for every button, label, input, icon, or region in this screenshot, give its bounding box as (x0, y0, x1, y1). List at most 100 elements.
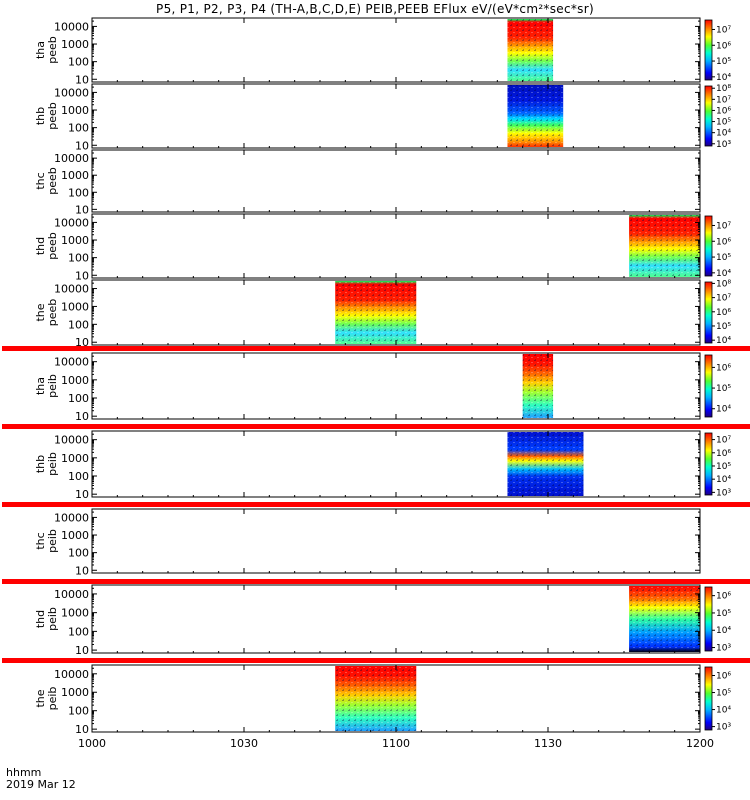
y-tick-label: 10000 (54, 86, 89, 99)
colorbar-tick-label: 10⁴ (716, 475, 731, 485)
y-tick-label: 100 (68, 56, 89, 69)
panel-y-label: peib (46, 529, 59, 553)
panel-frame (91, 430, 701, 498)
panel-frame (91, 17, 701, 83)
colorbar-tick-label: 10⁸ (716, 84, 731, 94)
colorbar-tick-label: 10⁴ (716, 269, 731, 279)
panel-thc-peib: 10 100 1000 10000 thc peib (2, 502, 750, 577)
colorbar-tick-label: 10⁵ (716, 253, 731, 263)
panel-thb-peib: 10 100 1000 10000 thb peib 10³ 10⁴ 10⁵ 10⁶ 10⁷ (2, 424, 750, 501)
colorbar-tick-label: 10⁵ (716, 609, 731, 619)
panel-y-label: thd (34, 610, 47, 628)
colorbar (704, 85, 713, 147)
x-tick-label: 1130 (534, 737, 562, 750)
panel-y-label: thc (34, 172, 47, 189)
y-tick-label: 1000 (61, 607, 89, 620)
y-tick-label: 100 (68, 705, 89, 718)
panel-y-label: tha (34, 41, 47, 59)
colorbar (704, 586, 713, 652)
y-tick-label: 100 (68, 547, 89, 560)
y-tick-label: 10000 (54, 588, 89, 601)
panel-y-label: peeb (46, 299, 59, 327)
panel-y-label: peeb (46, 232, 59, 260)
colorbar-tick-label: 10⁷ (716, 25, 731, 35)
time-axis-label: hhmm (6, 766, 42, 779)
spectrogram-texture (507, 85, 564, 147)
colorbar (704, 281, 713, 344)
y-tick-label: 100 (68, 252, 89, 265)
panel-frame (91, 149, 701, 213)
colorbar-tick-label: 10⁵ (716, 462, 731, 472)
colorbar-tick-label: 10⁶ (716, 449, 731, 459)
red-band (2, 579, 750, 584)
y-tick-label: 100 (68, 122, 89, 135)
colorbar-tick-label: 10⁶ (716, 592, 731, 602)
colorbar-tick-label: 10⁷ (716, 95, 731, 105)
colorbar-tick-label: 10⁷ (716, 294, 731, 304)
y-tick-label: 100 (68, 392, 89, 405)
panel-frame (91, 508, 701, 574)
panel-y-label: the (34, 689, 47, 707)
y-tick-label: 10 (75, 139, 89, 152)
colorbar-tick-label: 10⁶ (716, 308, 731, 318)
red-band (2, 658, 750, 663)
panel-y-label: peib (46, 452, 59, 476)
colorbar-tick-label: 10⁴ (716, 336, 731, 346)
y-tick-label: 1000 (61, 529, 89, 542)
y-tick-label: 10000 (54, 283, 89, 296)
y-tick-label: 10 (75, 336, 89, 349)
panel-thc-peeb: 10 100 1000 10000 thc peeb (34, 149, 701, 216)
colorbar-tick-label: 10³ (716, 644, 731, 654)
panel-frame (91, 352, 701, 420)
y-tick-label: 10 (75, 269, 89, 282)
y-tick-label: 100 (68, 318, 89, 331)
colorbar-tick-label: 10⁷ (716, 221, 731, 231)
y-tick-label: 1000 (61, 104, 89, 117)
colorbar-tick-label: 10⁴ (716, 626, 731, 636)
panel-y-label: thc (34, 532, 47, 549)
x-tick-label: 1030 (230, 737, 258, 750)
y-tick-label: 1000 (61, 234, 89, 247)
panel-y-label: peeb (46, 167, 59, 195)
y-tick-label: 10 (75, 723, 89, 736)
red-band (2, 424, 750, 429)
colorbar (704, 19, 713, 81)
colorbar-tick-label: 10³ (716, 723, 731, 733)
colorbar (704, 432, 713, 496)
colorbar-tick-label: 10⁶ (716, 106, 731, 116)
panel-tha-peeb: 10 100 1000 10000 tha peeb 10⁴ 10⁵ 10⁶ 10⁷ (34, 17, 731, 86)
panel-thd-peib: 10 100 1000 10000 thd peib 10³ 10⁴ 10⁵ 10⁶ (2, 579, 750, 657)
y-tick-label: 1000 (61, 169, 89, 182)
y-tick-label: 10 (75, 73, 89, 86)
panel-y-label: peeb (46, 102, 59, 130)
y-tick-label: 1000 (61, 300, 89, 313)
y-tick-label: 1000 (61, 374, 89, 387)
panel-the-peeb: 10 100 1000 10000 the peeb 10⁴ 10⁵ 10⁶ 10⁷ 10⁸ (34, 279, 731, 349)
panel-tha-peib: 10 100 1000 10000 tha peib 10⁴ 10⁵ 10⁶ (2, 346, 750, 423)
spectrogram-texture (335, 666, 417, 731)
panel-y-label: the (34, 303, 47, 321)
panel-y-label: thd (34, 237, 47, 255)
colorbar-tick-label: 10³ (716, 140, 731, 150)
date-label: 2019 Mar 12 (6, 778, 76, 791)
panel-y-label: peib (46, 374, 59, 398)
panel-frame (91, 83, 701, 149)
y-tick-label: 10000 (54, 356, 89, 369)
y-tick-label: 10 (75, 488, 89, 501)
colorbar-tick-label: 10³ (716, 488, 731, 498)
colorbar (704, 666, 713, 731)
y-tick-label: 10000 (54, 152, 89, 165)
y-tick-label: 1000 (61, 686, 89, 699)
panel-y-label: thb (34, 455, 47, 473)
colorbar-tick-label: 10⁶ (716, 363, 731, 373)
panel-y-label: peeb (46, 36, 59, 64)
colorbar (704, 215, 713, 277)
chart-title: P5, P1, P2, P3, P4 (TH-A,B,C,D,E) PEIB,P… (156, 2, 594, 16)
colorbar-tick-label: 10⁴ (716, 405, 731, 415)
panel-y-label: thb (34, 107, 47, 125)
colorbar-tick-label: 10⁸ (716, 279, 731, 289)
y-tick-label: 10000 (54, 20, 89, 33)
spectrogram-texture (629, 215, 700, 277)
